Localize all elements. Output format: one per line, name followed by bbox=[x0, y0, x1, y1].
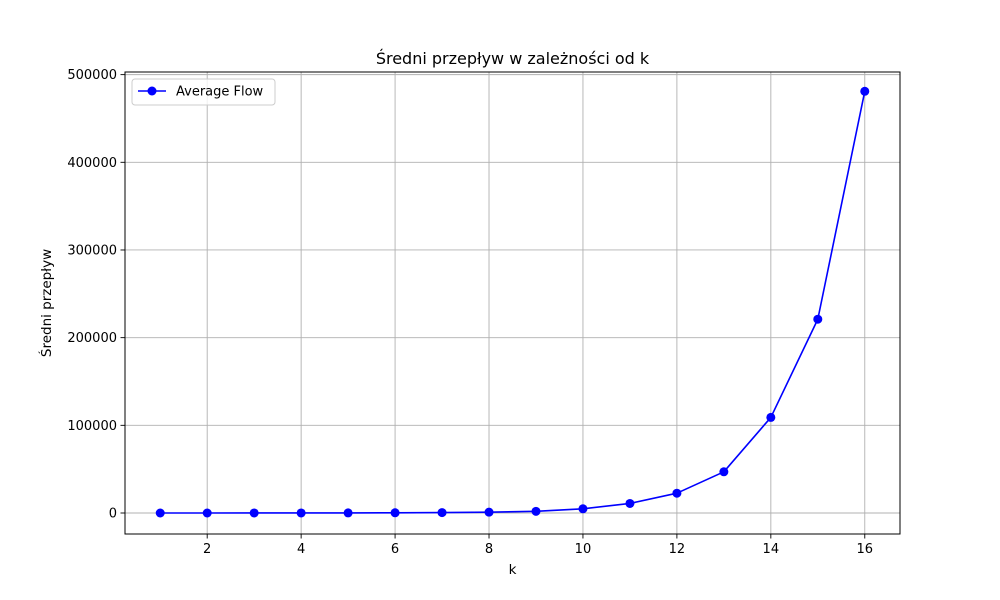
data-point bbox=[813, 314, 823, 324]
x-tick-label: 16 bbox=[856, 542, 873, 557]
data-point bbox=[672, 488, 682, 498]
data-point bbox=[202, 508, 212, 518]
chart-title: Średni przepływ w zależności od k bbox=[376, 49, 650, 68]
y-axis-label: Średni przepływ bbox=[37, 249, 55, 357]
data-point bbox=[484, 507, 494, 517]
y-tick-label: 500000 bbox=[67, 68, 117, 83]
y-tick-label: 0 bbox=[109, 507, 117, 522]
data-point bbox=[578, 504, 588, 514]
data-point bbox=[719, 467, 729, 477]
data-point bbox=[390, 508, 400, 518]
x-tick-label: 4 bbox=[297, 542, 305, 557]
ticks: 2 4 6 8 10 12 14 16 0 100000 200000 300000 400000 500… bbox=[67, 68, 873, 557]
series-line-0 bbox=[160, 91, 866, 514]
data-point bbox=[766, 412, 776, 422]
legend-box bbox=[131, 78, 276, 106]
data-point bbox=[531, 506, 541, 516]
data-point bbox=[155, 508, 165, 518]
x-tick-label: 2 bbox=[203, 542, 211, 557]
y-tick-label: 100000 bbox=[67, 419, 117, 434]
data-point bbox=[296, 508, 306, 518]
plot-frame bbox=[124, 71, 901, 535]
grid bbox=[125, 72, 900, 534]
x-axis-label: k bbox=[509, 562, 517, 578]
legend: Average Flow bbox=[131, 78, 276, 106]
data-point bbox=[625, 498, 635, 508]
legend-label: Average Flow bbox=[176, 85, 264, 100]
x-tick-label: 10 bbox=[575, 542, 592, 557]
data-point bbox=[437, 508, 447, 518]
data-point bbox=[860, 86, 870, 96]
x-tick-label: 12 bbox=[669, 542, 686, 557]
series-layer bbox=[155, 86, 870, 518]
y-tick-label: 300000 bbox=[67, 243, 117, 258]
x-tick-label: 6 bbox=[391, 542, 399, 557]
legend-marker-swatch bbox=[147, 86, 157, 96]
x-tick-label: 14 bbox=[763, 542, 780, 557]
y-tick-label: 200000 bbox=[67, 331, 117, 346]
data-point bbox=[249, 508, 259, 518]
x-tick-label: 8 bbox=[485, 542, 493, 557]
data-point bbox=[343, 508, 353, 518]
y-tick-label: 400000 bbox=[67, 156, 117, 171]
